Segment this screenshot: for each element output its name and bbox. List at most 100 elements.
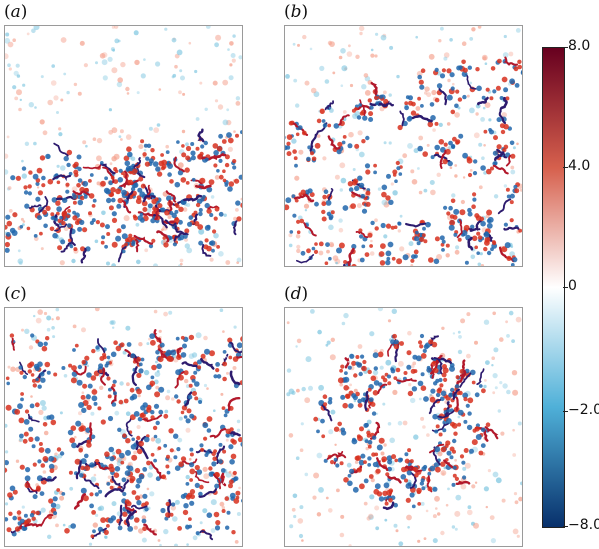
vortex-spot xyxy=(328,256,332,261)
vortex-spot xyxy=(17,249,21,253)
vortex-spot xyxy=(321,434,326,439)
vortex-filament xyxy=(498,106,507,125)
vortex-spot xyxy=(434,97,440,103)
vortex-spot xyxy=(304,209,308,212)
vortex-spot xyxy=(97,506,102,511)
vortex-spot xyxy=(185,494,191,500)
vortex-spot xyxy=(71,258,76,264)
vortex-spot xyxy=(358,459,365,466)
vortex-spot xyxy=(293,78,298,83)
vortex-spot xyxy=(301,386,306,392)
vortex-spot xyxy=(80,246,86,252)
vortex-spot xyxy=(56,488,61,492)
vortex-spot xyxy=(440,396,445,402)
vortex-spot xyxy=(21,328,24,332)
vortex-spot xyxy=(383,482,390,489)
vortex-spot xyxy=(489,96,494,101)
vortex-spot xyxy=(165,144,169,149)
vortex-spot xyxy=(185,482,190,486)
vortex-spot xyxy=(434,67,439,72)
vortex-spot xyxy=(420,372,425,377)
vortex-spot xyxy=(33,26,40,31)
vortex-spot xyxy=(413,434,419,440)
vortex-spot xyxy=(225,260,231,265)
vortex-spot xyxy=(185,155,191,161)
vortex-spot xyxy=(407,390,414,397)
vortex-spot xyxy=(457,409,464,416)
vortex-spot xyxy=(122,350,127,355)
vortex-spot xyxy=(310,151,314,156)
vortex-spot xyxy=(190,150,196,156)
panel-b-label: (b) xyxy=(284,2,309,22)
vortex-spot xyxy=(325,200,332,206)
vortex-spot xyxy=(355,361,360,366)
vortex-spot xyxy=(367,456,372,461)
vortex-spot xyxy=(115,188,121,195)
vortex-spot xyxy=(112,379,117,384)
vortex-spot xyxy=(427,471,432,476)
vortex-spot xyxy=(422,348,427,353)
vortex-spot xyxy=(461,59,466,65)
vortex-spot xyxy=(119,129,124,134)
vortex-spot xyxy=(298,149,304,155)
vortex-spot xyxy=(316,429,320,434)
vortex-spot xyxy=(96,155,102,162)
vortex-spot xyxy=(424,86,430,92)
vortex-spot xyxy=(224,496,230,501)
vortex-spot xyxy=(475,67,480,72)
vortex-spot xyxy=(432,413,438,420)
vortex-spot xyxy=(385,250,392,257)
vortex-spot xyxy=(442,367,449,374)
vortex-spot xyxy=(61,492,66,496)
vortex-spot xyxy=(24,141,30,146)
vortex-spot xyxy=(471,439,478,446)
vortex-filament xyxy=(53,142,69,157)
vortex-spot xyxy=(310,87,317,94)
vortex-spot xyxy=(82,400,89,406)
vortex-spot xyxy=(213,374,218,379)
vortex-spot xyxy=(359,426,364,432)
vortex-spot xyxy=(134,59,140,66)
vortex-spot xyxy=(156,171,163,177)
vortex-spot xyxy=(340,84,344,87)
vortex-spot xyxy=(150,452,155,457)
vortex-spot xyxy=(74,220,80,226)
vortex-spot xyxy=(140,73,146,79)
vortex-spot xyxy=(115,235,122,242)
vortex-spot xyxy=(348,131,354,138)
vortex-spot xyxy=(368,514,374,520)
vortex-spot xyxy=(165,150,170,154)
vortex-spot xyxy=(369,244,373,248)
vortex-spot xyxy=(199,484,204,490)
vortex-spot xyxy=(359,257,365,263)
vortex-spot xyxy=(332,71,336,75)
vortex-spot xyxy=(51,64,55,68)
vortex-spot xyxy=(114,410,120,416)
vortex-spot xyxy=(89,492,94,497)
vortex-spot xyxy=(31,516,36,521)
vortex-spot xyxy=(127,179,134,185)
vortex-spot xyxy=(415,230,419,235)
vortex-spot xyxy=(111,501,117,507)
vortex-spot xyxy=(106,261,110,266)
vortex-spot xyxy=(112,451,116,455)
vortex-spot xyxy=(417,96,421,101)
vortex-spot xyxy=(391,308,397,314)
vortex-spot xyxy=(508,310,514,316)
vortex-spot xyxy=(176,49,183,56)
vortex-spot xyxy=(443,377,448,382)
vortex-spot xyxy=(211,248,215,253)
vortex-spot xyxy=(59,215,63,220)
vortex-spot xyxy=(111,26,115,29)
vortex-spot xyxy=(50,212,55,217)
vortex-spot xyxy=(295,345,298,348)
vortex-spot xyxy=(167,215,172,219)
vortex-spot xyxy=(325,343,329,347)
vortex-spot xyxy=(103,187,110,194)
vortex-spot xyxy=(383,90,387,95)
vortex-spot xyxy=(354,143,360,149)
vortex-spot xyxy=(466,312,471,317)
vortex-spot xyxy=(123,215,130,222)
vortex-spot xyxy=(403,371,408,375)
vortex-spot xyxy=(406,364,412,370)
